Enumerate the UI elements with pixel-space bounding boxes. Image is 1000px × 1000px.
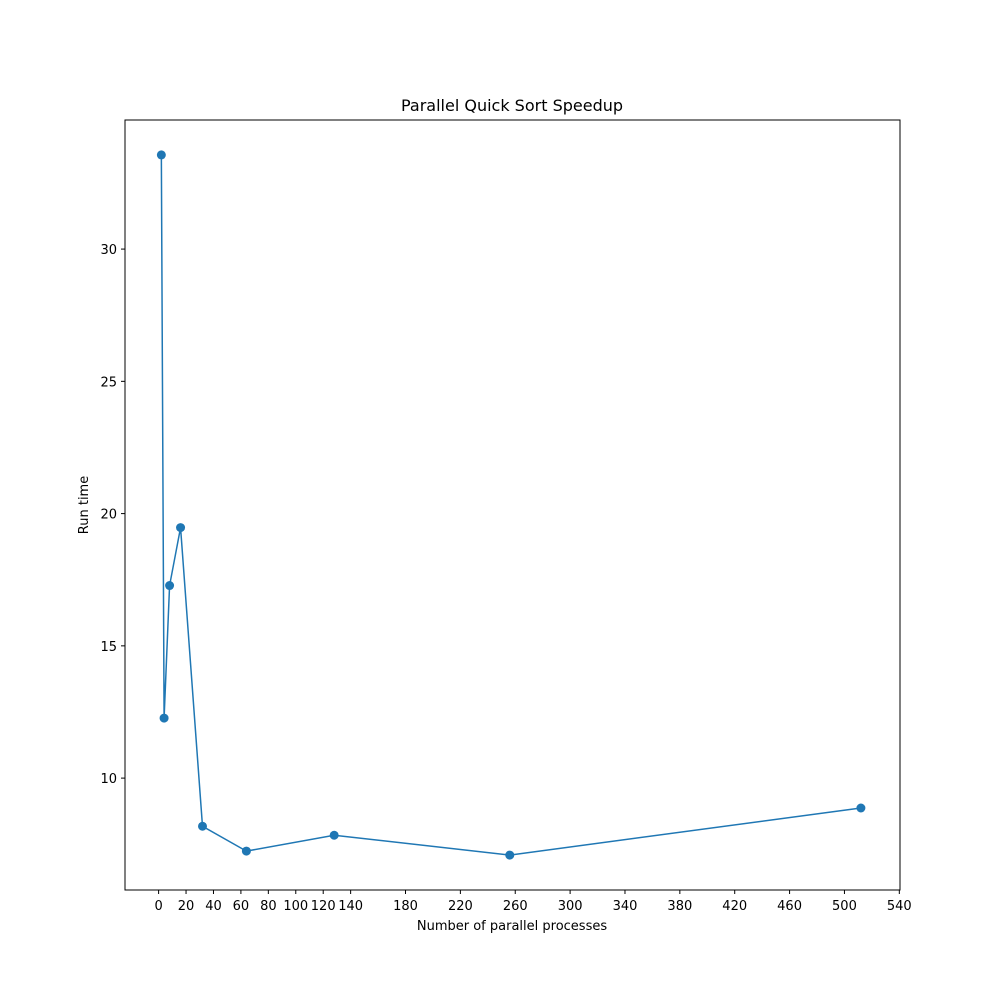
x-tick-label: 100 — [283, 899, 308, 914]
x-tick-label: 20 — [178, 899, 195, 914]
data-point — [505, 850, 515, 860]
x-tick-label: 0 — [154, 899, 162, 914]
data-point — [159, 713, 169, 723]
x-tick-label: 500 — [832, 899, 857, 914]
data-point — [241, 846, 251, 856]
data-point — [165, 581, 175, 591]
data-point — [176, 523, 186, 533]
x-axis-label: Number of parallel processes — [417, 919, 607, 934]
x-tick-label: 40 — [205, 899, 222, 914]
x-tick-label: 380 — [667, 899, 692, 914]
x-tick-label: 140 — [338, 899, 363, 914]
x-tick-label: 420 — [722, 899, 747, 914]
y-tick-label: 25 — [100, 375, 117, 390]
data-point — [856, 803, 866, 813]
y-tick-label: 20 — [100, 508, 117, 523]
x-tick-label: 120 — [311, 899, 336, 914]
data-point — [198, 821, 207, 831]
x-tick-label: 80 — [260, 899, 277, 914]
x-tick-label: 340 — [613, 899, 638, 914]
x-tick-label: 180 — [393, 899, 418, 914]
y-axis-label: Run time — [77, 476, 92, 534]
x-tick-label: 260 — [503, 899, 528, 914]
y-tick-label: 15 — [100, 640, 117, 655]
data-point — [329, 830, 339, 840]
y-tick-label: 10 — [100, 772, 117, 787]
y-tick-label: 30 — [100, 243, 117, 258]
x-tick-label: 540 — [887, 899, 912, 914]
x-tick-label: 300 — [558, 899, 583, 914]
x-tick-label: 220 — [448, 899, 473, 914]
chart-title: Parallel Quick Sort Speedup — [401, 96, 623, 115]
x-tick-label: 60 — [233, 899, 250, 914]
x-tick-label: 460 — [777, 899, 802, 914]
plot-frame — [124, 119, 901, 891]
data-point — [156, 150, 166, 160]
